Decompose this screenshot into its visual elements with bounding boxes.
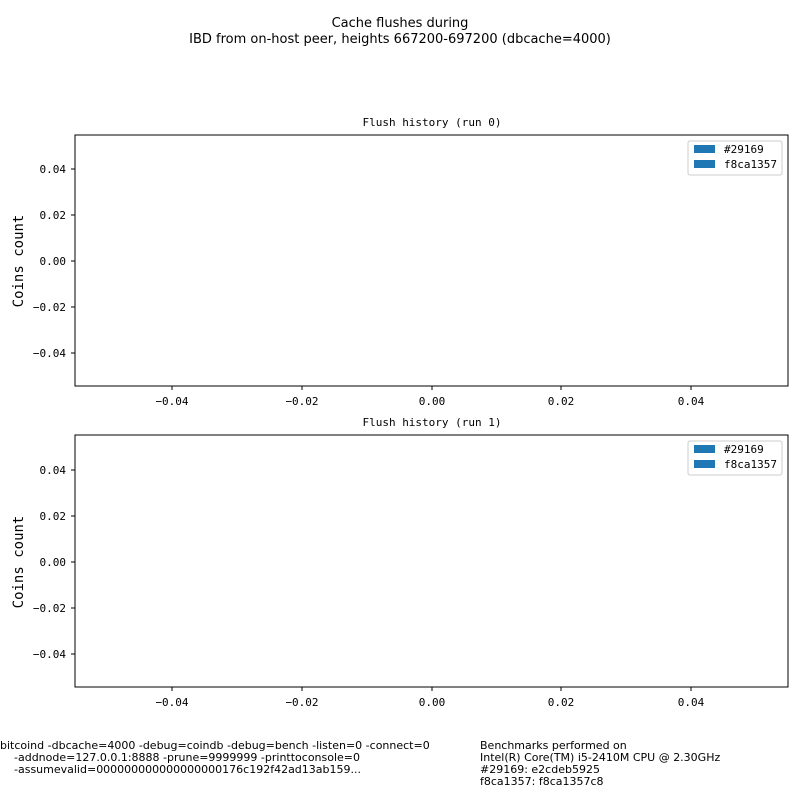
legend-label-29169: #29169 bbox=[724, 143, 764, 156]
legend: #29169 f8ca1357 bbox=[687, 140, 783, 176]
y-tick-label: 0.00 bbox=[40, 255, 67, 268]
y-tick-label: 0.02 bbox=[40, 209, 67, 222]
subplot-title: Flush history (run 0) bbox=[362, 116, 501, 129]
x-tick-label: 0.04 bbox=[678, 395, 705, 408]
legend-swatch-29169 bbox=[694, 445, 715, 453]
y-tick-label: −0.04 bbox=[33, 347, 66, 360]
subplot-run-0: Flush history (run 0) Coins count 0.04 0… bbox=[11, 116, 789, 408]
y-ticks: 0.04 0.02 0.00 −0.02 −0.04 bbox=[33, 163, 75, 360]
x-tick-label: 0.02 bbox=[548, 696, 575, 709]
y-tick-label: −0.04 bbox=[33, 648, 66, 661]
legend-label-29169: #29169 bbox=[724, 443, 764, 456]
y-axis-label: Coins count bbox=[11, 215, 27, 308]
x-tick-label: 0.00 bbox=[419, 696, 446, 709]
x-tick-label: 0.02 bbox=[548, 395, 575, 408]
footer-command-line-2: -addnode=127.0.0.1:8888 -prune=9999999 -… bbox=[14, 751, 360, 764]
legend-label-f8ca1357: f8ca1357 bbox=[724, 158, 777, 171]
footer-command: bitcoind -dbcache=4000 -debug=coindb -de… bbox=[0, 739, 430, 776]
legend: #29169 f8ca1357 bbox=[687, 440, 783, 476]
plot-area bbox=[74, 434, 789, 688]
subplot-run-1: Flush history (run 1) Coins count 0.04 0… bbox=[11, 416, 789, 709]
y-tick-label: 0.02 bbox=[40, 510, 67, 523]
x-ticks: −0.04 −0.02 0.00 0.02 0.04 bbox=[155, 687, 705, 709]
footer-command-line-1: bitcoind -dbcache=4000 -debug=coindb -de… bbox=[0, 739, 430, 752]
footer-info-line-4: f8ca1357: f8ca1357c8 bbox=[480, 775, 604, 788]
footer-benchmark-info: Benchmarks performed on Intel(R) Core(TM… bbox=[480, 739, 720, 788]
figure-title-line-1: Cache flushes during bbox=[332, 16, 469, 31]
x-tick-label: 0.00 bbox=[419, 395, 446, 408]
x-ticks: −0.04 −0.02 0.00 0.02 0.04 bbox=[155, 386, 705, 408]
x-tick-label: 0.04 bbox=[678, 696, 705, 709]
footer-info-line-1: Benchmarks performed on bbox=[480, 739, 627, 752]
y-axis-label: Coins count bbox=[11, 516, 27, 609]
footer-info-line-3: #29169: e2cdeb5925 bbox=[480, 763, 600, 776]
footer-info-line-2: Intel(R) Core(TM) i5-2410M CPU @ 2.30GHz bbox=[480, 751, 720, 764]
legend-swatch-f8ca1357 bbox=[694, 160, 715, 168]
x-tick-label: −0.02 bbox=[285, 395, 318, 408]
y-ticks: 0.04 0.02 0.00 −0.02 −0.04 bbox=[33, 464, 75, 661]
subplot-title: Flush history (run 1) bbox=[362, 416, 501, 429]
legend-swatch-f8ca1357 bbox=[694, 460, 715, 468]
y-tick-label: 0.04 bbox=[40, 163, 67, 176]
figure-title-line-2: IBD from on-host peer, heights 667200-69… bbox=[189, 32, 611, 47]
plot-area bbox=[74, 134, 789, 387]
footer-command-line-3: -assumevalid=000000000000000000176c192f4… bbox=[14, 763, 361, 776]
legend-swatch-29169 bbox=[694, 145, 715, 153]
y-tick-label: −0.02 bbox=[33, 602, 66, 615]
x-tick-label: −0.04 bbox=[155, 696, 188, 709]
y-tick-label: 0.00 bbox=[40, 556, 67, 569]
legend-label-f8ca1357: f8ca1357 bbox=[724, 458, 777, 471]
x-tick-label: −0.02 bbox=[285, 696, 318, 709]
x-tick-label: −0.04 bbox=[155, 395, 188, 408]
y-tick-label: 0.04 bbox=[40, 464, 67, 477]
y-tick-label: −0.02 bbox=[33, 301, 66, 314]
